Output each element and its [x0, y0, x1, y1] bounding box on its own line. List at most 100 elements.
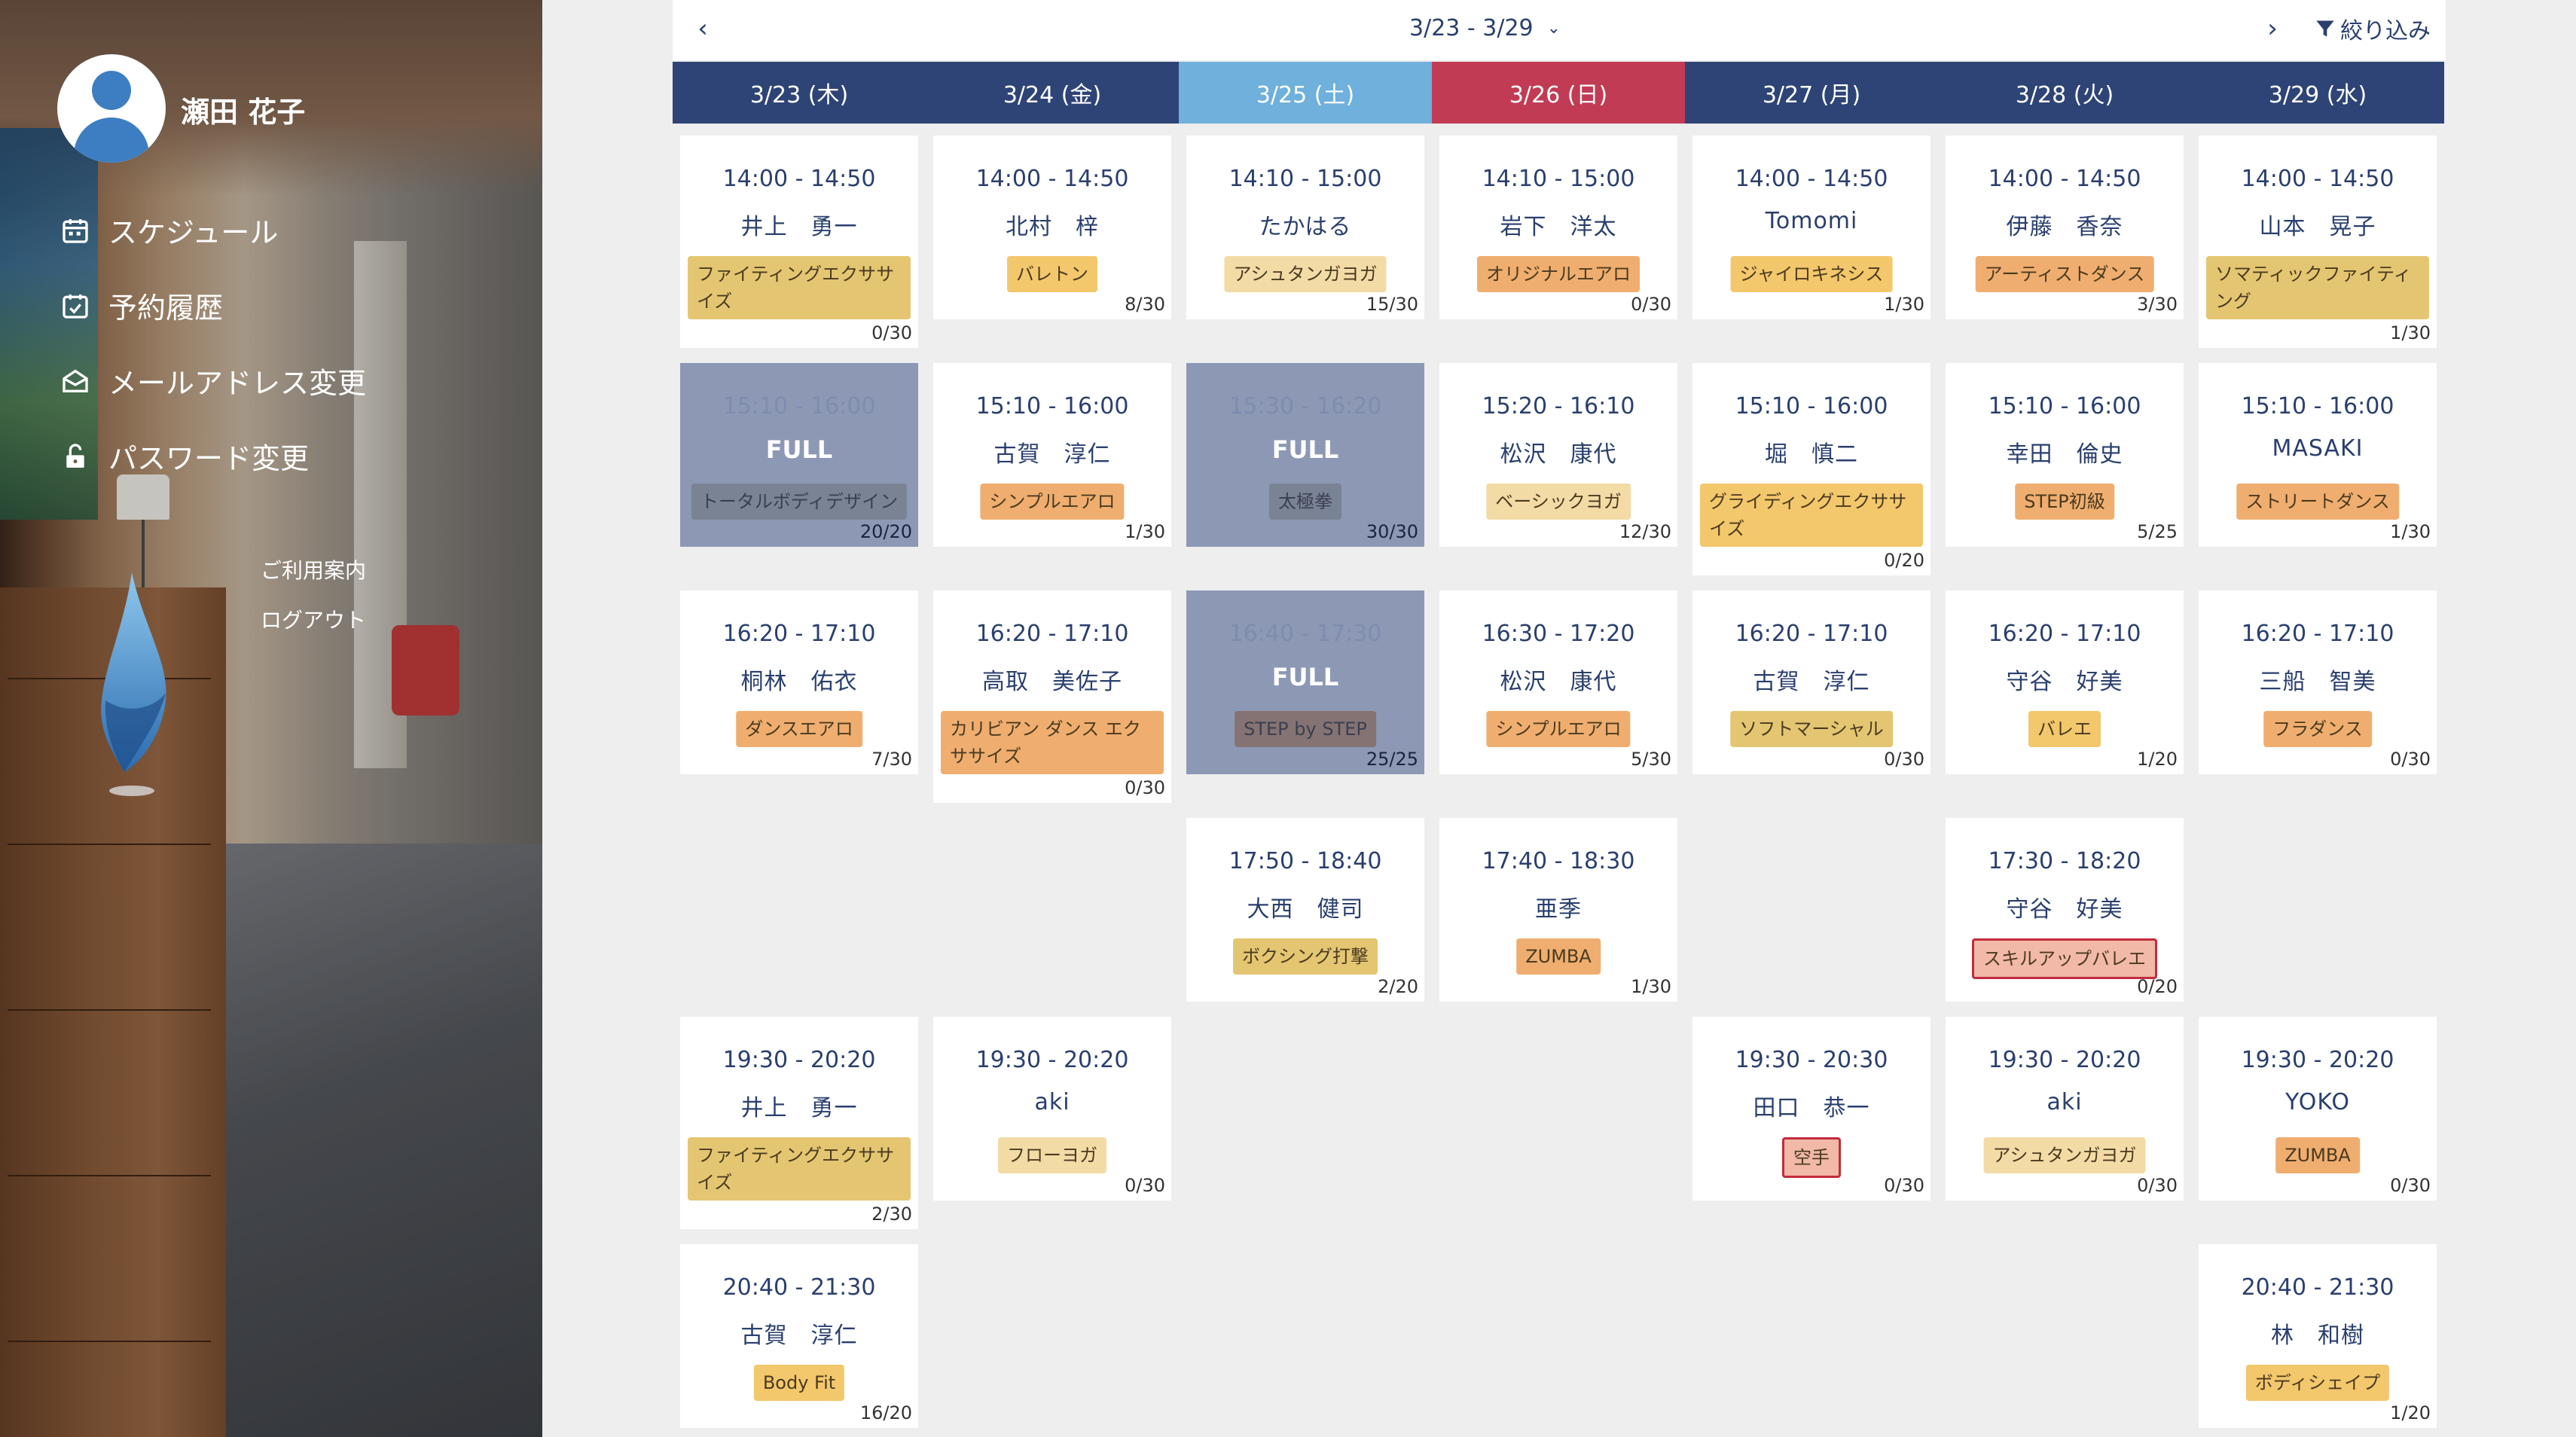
lesson-time: 17:30 - 18:20 — [1988, 848, 2141, 874]
full-overlay — [1186, 590, 1424, 774]
lesson-time: 15:10 - 16:00 — [1735, 393, 1888, 420]
lesson-time: 20:40 - 21:30 — [2241, 1274, 2394, 1301]
lesson-capacity: 5/30 — [1631, 749, 1671, 770]
lesson-card[interactable]: 14:10 - 15:00 岩下 洋太 オリジナルエアロ 0/30 — [1439, 136, 1677, 319]
chevron-down-icon: ⌄ — [1546, 19, 1561, 38]
nav-schedule-label: スケジュール — [108, 216, 279, 249]
lesson-capacity: 1/30 — [2390, 322, 2431, 343]
lesson-card[interactable]: 15:10 - 16:00 幸田 倫史 STEP初級 5/25 — [1946, 363, 2184, 547]
lesson-class-tag: ボクシング打撃 — [1233, 938, 1378, 975]
prev-week-button[interactable]: ‹ — [697, 14, 708, 44]
lesson-card[interactable]: 15:10 - 16:00 古賀 淳仁 シンプルエアロ 1/30 — [933, 363, 1171, 547]
lesson-time: 14:00 - 14:50 — [722, 166, 876, 192]
lesson-instructor: 幸田 倫史 — [2006, 441, 2123, 468]
lesson-capacity: 7/30 — [871, 749, 912, 770]
lesson-card[interactable]: 19:30 - 20:20 井上 勇一 ファイティングエクササイズ 2/30 — [680, 1017, 918, 1229]
lesson-instructor: 堀 慎二 — [1765, 441, 1858, 468]
week-range-selector[interactable]: 3/23 - 3/29 ⌄ — [1409, 15, 1561, 41]
nav-change-email[interactable]: メールアドレス変更 — [60, 360, 366, 401]
user-name: 瀬田 花子 — [181, 96, 306, 129]
lesson-time: 16:20 - 17:10 — [1735, 621, 1888, 647]
lesson-card[interactable]: 14:10 - 15:00 たかはる アシュタンガヨガ 15/30 — [1186, 136, 1424, 319]
day-header: 3/23 (木) 3/24 (金) 3/25 (土) 3/26 (日) 3/27… — [673, 62, 2446, 124]
lesson-capacity: 8/30 — [1125, 294, 1165, 315]
lesson-instructor: 古賀 淳仁 — [740, 1323, 858, 1349]
filter-label: 絞り込み — [2340, 18, 2431, 44]
lesson-class-tag: ファイティングエクササイズ — [688, 1137, 911, 1201]
lesson-time: 15:10 - 16:00 — [2241, 393, 2394, 420]
nav-change-password-label: パスワード変更 — [108, 442, 310, 475]
full-badge: FULL — [1271, 663, 1339, 691]
lesson-capacity: 0/30 — [2137, 1175, 2178, 1196]
lesson-time: 14:00 - 14:50 — [1735, 166, 1888, 192]
next-week-button[interactable]: › — [2267, 14, 2278, 44]
lesson-class-tag: フラダンス — [2263, 711, 2372, 747]
lesson-card[interactable]: 17:40 - 18:30 亜季 ZUMBA 1/30 — [1439, 818, 1677, 1002]
lesson-instructor: 守谷 好美 — [2006, 669, 2123, 695]
lesson-card[interactable]: 16:20 - 17:10 桐林 佑衣 ダンスエアロ 7/30 — [680, 590, 918, 774]
lesson-instructor: 伊藤 香奈 — [2006, 214, 2123, 240]
lesson-capacity: 1/20 — [2137, 749, 2178, 770]
guide-link[interactable]: ご利用案内 — [261, 558, 367, 583]
lesson-instructor: 古賀 淳仁 — [1753, 669, 1870, 695]
lesson-card[interactable]: 17:50 - 18:40 大西 健司 ボクシング打撃 2/20 — [1186, 818, 1424, 1002]
calendar-icon — [63, 218, 88, 243]
background-chair — [392, 625, 459, 715]
lesson-card[interactable]: 15:10 - 16:00 MASAKI ストリートダンス 1/30 — [2199, 363, 2437, 547]
lesson-time: 14:00 - 14:50 — [975, 166, 1129, 192]
lesson-card[interactable]: 19:30 - 20:20 aki アシュタンガヨガ 0/30 — [1946, 1017, 2184, 1201]
lesson-card[interactable]: 20:40 - 21:30 林 和樹 ボディシェイプ 1/20 — [2199, 1244, 2437, 1428]
lesson-card[interactable]: 20:40 - 21:30 古賀 淳仁 Body Fit 16/20 — [680, 1244, 918, 1428]
lesson-card[interactable]: 19:30 - 20:20 aki フローヨガ 0/30 — [933, 1017, 1171, 1201]
lesson-class-tag: グライディングエクササイズ — [1700, 484, 1923, 547]
lesson-time: 19:30 - 20:30 — [1735, 1047, 1888, 1073]
lesson-card[interactable]: 16:20 - 17:10 守谷 好美 バレエ 1/20 — [1946, 590, 2184, 774]
logout-link[interactable]: ログアウト — [261, 608, 367, 633]
lesson-capacity: 0/30 — [2390, 1175, 2431, 1196]
lesson-time: 19:30 - 20:20 — [722, 1047, 876, 1073]
lesson-card[interactable]: 17:30 - 18:20 守谷 好美 スキルアップバレエ 0/20 — [1946, 818, 2184, 1002]
lesson-class-tag: シンプルエアロ — [1486, 711, 1631, 747]
lesson-capacity: 1/20 — [2390, 1402, 2431, 1423]
lesson-card[interactable]: 14:00 - 14:50 山本 晃子 ソマティックファイティング 1/30 — [2199, 136, 2437, 348]
day-header-5: 3/28 (火) — [1938, 62, 2191, 124]
lesson-capacity: 0/30 — [1631, 294, 1671, 315]
lesson-card[interactable]: 14:00 - 14:50 伊藤 香奈 アーティストダンス 3/30 — [1946, 136, 2184, 319]
lesson-card[interactable]: 15:10 - 16:00 堀 慎二 グライディングエクササイズ 0/20 — [1692, 363, 1930, 575]
lesson-capacity: 1/30 — [1631, 976, 1671, 997]
lesson-capacity: 15/30 — [1366, 294, 1418, 315]
filter-button[interactable]: 絞り込み — [2315, 12, 2431, 45]
full-overlay — [680, 363, 918, 547]
lesson-class-tag: スキルアップバレエ — [1972, 938, 2157, 979]
nav-change-password[interactable]: パスワード変更 — [60, 435, 309, 477]
lesson-card[interactable]: 15:20 - 16:10 松沢 康代 ベーシックヨガ 12/30 — [1439, 363, 1677, 547]
background-artwork — [0, 128, 98, 520]
lesson-class-tag: ベーシックヨガ — [1486, 484, 1631, 520]
day-header-4: 3/27 (月) — [1685, 62, 1938, 124]
lesson-card[interactable]: 19:30 - 20:20 YOKO ZUMBA 0/30 — [2199, 1017, 2437, 1201]
lesson-time: 15:10 - 16:00 — [975, 393, 1129, 420]
lesson-card[interactable]: 14:00 - 14:50 北村 梓バレトン 8/30 — [933, 136, 1171, 319]
nav-reservation-history[interactable]: 予約履歴 — [60, 285, 223, 326]
lesson-card[interactable]: 16:20 - 17:10 三船 智美 フラダンス 0/30 — [2199, 590, 2437, 774]
lesson-card[interactable]: 16:20 - 17:10 高取 美佐子 カリビアン ダンス エクササイズ 0/30 — [933, 590, 1171, 803]
lesson-card[interactable]: 14:00 - 14:50 井上 勇一 ファイティングエクササイズ 0/30 — [680, 136, 918, 348]
lesson-time: 19:30 - 20:20 — [975, 1047, 1129, 1073]
lesson-time: 15:20 - 16:10 — [1482, 393, 1635, 420]
lesson-instructor: 古賀 淳仁 — [993, 441, 1111, 468]
lesson-card[interactable]: 14:00 - 14:50 Tomomi ジャイロキネシス 1/30 — [1692, 136, 1930, 319]
avatar — [57, 54, 166, 163]
nav-schedule[interactable]: スケジュール — [60, 209, 278, 251]
lesson-instructor: たかはる — [1259, 214, 1352, 240]
lesson-capacity: 5/25 — [2137, 521, 2178, 542]
lesson-card[interactable]: 16:20 - 17:10 古賀 淳仁 ソフトマーシャル 0/30 — [1692, 590, 1930, 774]
lesson-instructor: 林 和樹 — [2271, 1323, 2364, 1349]
lesson-capacity: 0/30 — [871, 322, 912, 343]
lesson-time: 19:30 - 20:20 — [2241, 1047, 2394, 1073]
lesson-card[interactable]: 16:30 - 17:20 松沢 康代 シンプルエアロ 5/30 — [1439, 590, 1677, 774]
lesson-class-tag: ジャイロキネシス — [1730, 256, 1893, 292]
lesson-card[interactable]: 19:30 - 20:30 田口 恭一 空手 0/30 — [1692, 1017, 1930, 1201]
